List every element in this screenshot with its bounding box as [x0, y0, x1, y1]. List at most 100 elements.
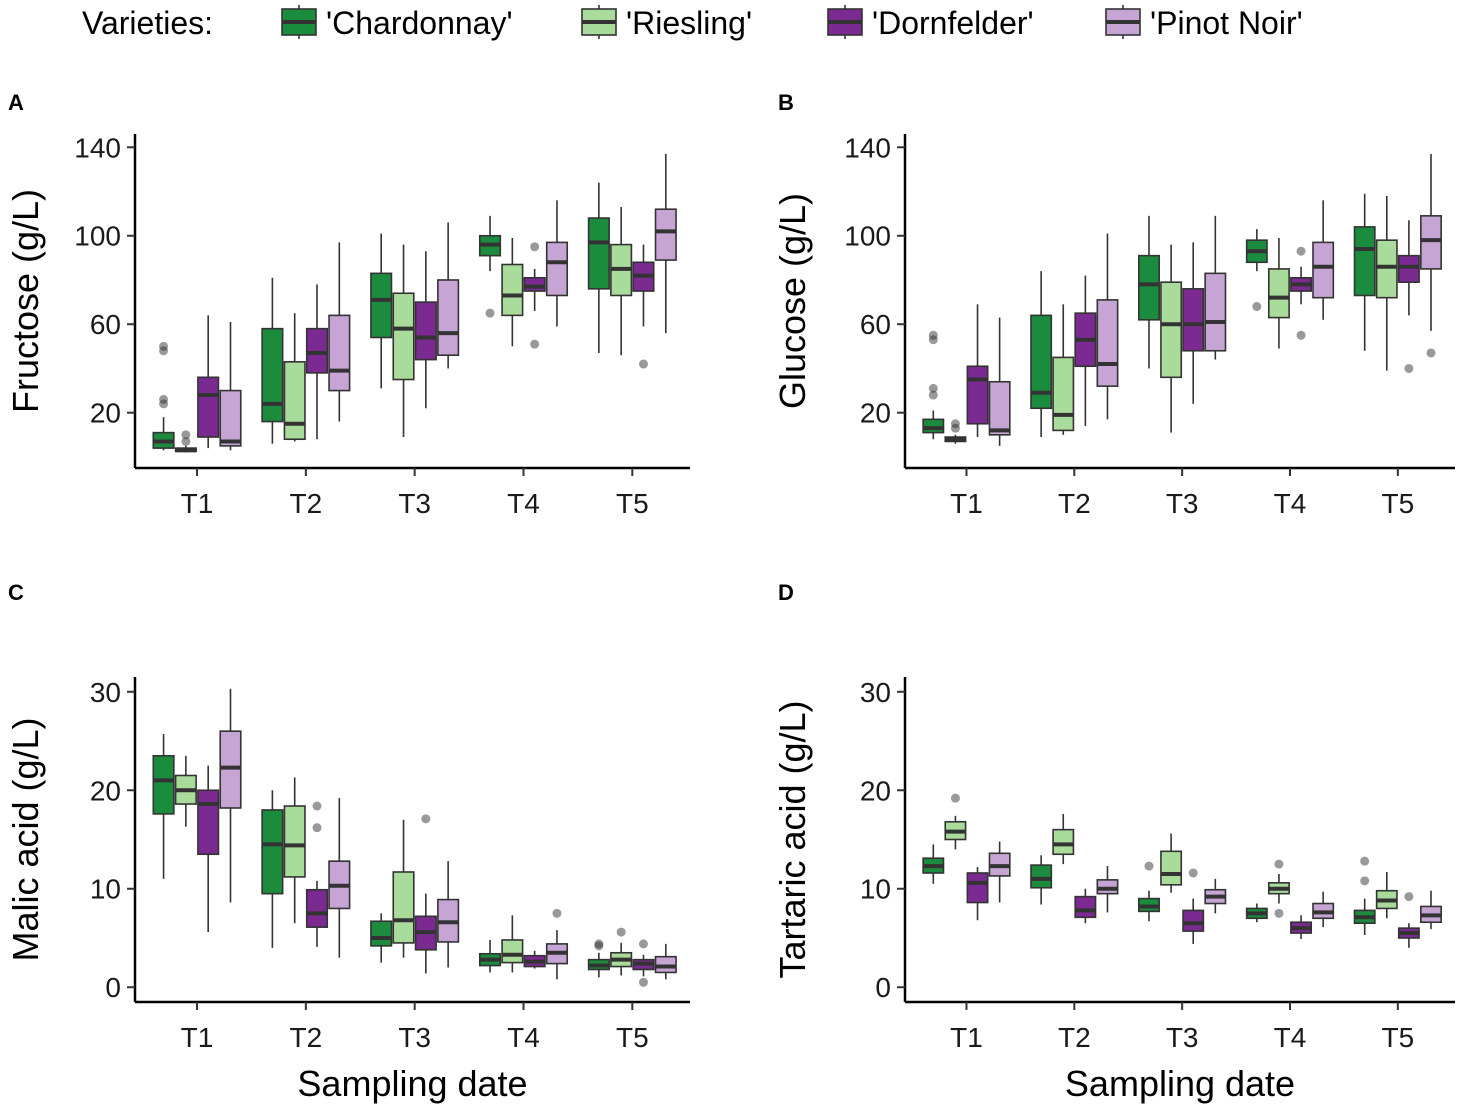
box-plot — [587, 939, 610, 978]
y-tick-label: 20 — [860, 398, 891, 429]
box-plot — [174, 430, 197, 453]
iqr-box — [1074, 895, 1097, 919]
outlier-point — [638, 977, 648, 987]
iqr-box — [922, 418, 945, 434]
box-plot — [1030, 855, 1053, 905]
series-3 — [197, 765, 655, 987]
x-tick-label: T3 — [398, 1022, 431, 1053]
box-plot — [1312, 891, 1335, 928]
outlier-point — [181, 436, 191, 446]
y-tick-label: 100 — [844, 221, 891, 252]
box-plot — [1052, 304, 1075, 435]
box-plot — [437, 861, 460, 968]
box-plot — [197, 315, 220, 449]
x-tick-label: T1 — [950, 488, 983, 519]
legend-item: 'Chardonnay' — [281, 5, 513, 41]
box-plot — [328, 798, 351, 958]
box-plot — [261, 277, 284, 444]
outlier-point — [1188, 868, 1198, 878]
legend-item: 'Dornfelder' — [827, 5, 1034, 41]
box-plot — [966, 304, 989, 438]
iqr-box — [1397, 254, 1420, 283]
series-4 — [219, 153, 677, 451]
box-plot — [283, 313, 306, 442]
x-tick-label: T4 — [1274, 1022, 1307, 1053]
box-plot — [1245, 229, 1268, 312]
x-tick-label: T4 — [1274, 488, 1307, 519]
box-plot — [174, 755, 197, 827]
box-plot — [392, 819, 415, 958]
outlier-point — [159, 341, 169, 351]
box-plot — [370, 913, 393, 963]
box-plot — [1312, 200, 1335, 320]
y-tick-label: 20 — [90, 775, 121, 806]
box-plot — [1397, 892, 1420, 948]
y-tick-label: 10 — [860, 874, 891, 905]
panel-b: B 20 60 100 140 T1 T2 T3 T4 T5 Glucose (g/L) — [772, 90, 1455, 519]
iqr-box — [283, 805, 306, 878]
outlier-point — [312, 823, 322, 833]
y-axis-title: Fructose (g/L) — [5, 189, 46, 413]
iqr-box — [328, 314, 351, 392]
outlier-point — [181, 430, 191, 440]
outlier-point — [950, 793, 960, 803]
y-tick-label: 100 — [74, 221, 121, 252]
iqr-box — [1182, 288, 1205, 352]
x-tick-label: T2 — [1058, 1022, 1091, 1053]
y-axis-title: Tartaric acid (g/L) — [772, 700, 813, 978]
box-plot — [219, 322, 242, 451]
iqr-box — [261, 327, 284, 423]
outlier-point — [638, 939, 648, 949]
series-4 — [988, 153, 1442, 446]
iqr-box — [370, 920, 393, 947]
box-plot — [1267, 237, 1290, 349]
legend: Varieties: 'Chardonnay' 'Riesling' 'Dornfe… — [82, 5, 1303, 41]
outlier-point — [552, 908, 562, 918]
panel-d: D 0 10 20 30 T1 T2 T3 T4 T5 Tartaric acid (g/L) Sam… — [772, 580, 1455, 1104]
box-plot — [610, 206, 633, 356]
iqr-box — [392, 292, 415, 381]
outlier-point — [1274, 908, 1284, 918]
iqr-box — [1420, 215, 1442, 270]
y-tick-label: 30 — [860, 677, 891, 708]
box-plot — [283, 777, 306, 924]
iqr-box — [1030, 864, 1053, 889]
box-plot — [305, 284, 329, 440]
box-plot — [523, 242, 546, 349]
panel-a: A 20 60 100 140 T1 T2 T3 T4 T5 Fructose (g/L) — [5, 90, 690, 519]
iqr-box — [1182, 909, 1205, 932]
box-plot — [1182, 868, 1205, 944]
legend-item: 'Pinot Noir' — [1105, 5, 1303, 41]
box-plot — [1204, 878, 1227, 914]
outlier-point — [928, 330, 938, 340]
outlier-point — [312, 801, 322, 811]
series-1 — [152, 182, 610, 451]
iqr-box — [966, 872, 989, 904]
outlier-point — [950, 419, 960, 429]
legend-label: 'Pinot Noir' — [1150, 5, 1303, 41]
y-tick-label: 10 — [90, 874, 121, 905]
box-plot — [545, 908, 569, 980]
iqr-box — [1160, 281, 1183, 379]
outlier-point — [421, 814, 431, 824]
legend-item: 'Riesling' — [581, 5, 752, 41]
box-plot — [1138, 215, 1160, 369]
box-plot — [261, 790, 284, 948]
series-1 — [152, 734, 610, 978]
box-plot — [1420, 890, 1442, 930]
iqr-box — [966, 365, 989, 425]
box-plot — [501, 237, 524, 347]
box-plot — [1160, 244, 1183, 433]
box-plot — [988, 317, 1011, 446]
y-tick-label: 20 — [90, 398, 121, 429]
box-plot — [1074, 275, 1097, 426]
box-plot — [1290, 915, 1313, 939]
legend-label: 'Chardonnay' — [326, 5, 513, 41]
box-plot — [1375, 195, 1398, 371]
iqr-box — [197, 376, 220, 438]
outlier-point — [928, 390, 938, 400]
series-1 — [922, 193, 1376, 440]
iqr-box — [305, 888, 329, 928]
panel-c: C 0 10 20 30 T1 T2 T3 T4 T5 Malic acid (g/L) Sampli… — [5, 580, 690, 1104]
iqr-box — [283, 361, 306, 441]
